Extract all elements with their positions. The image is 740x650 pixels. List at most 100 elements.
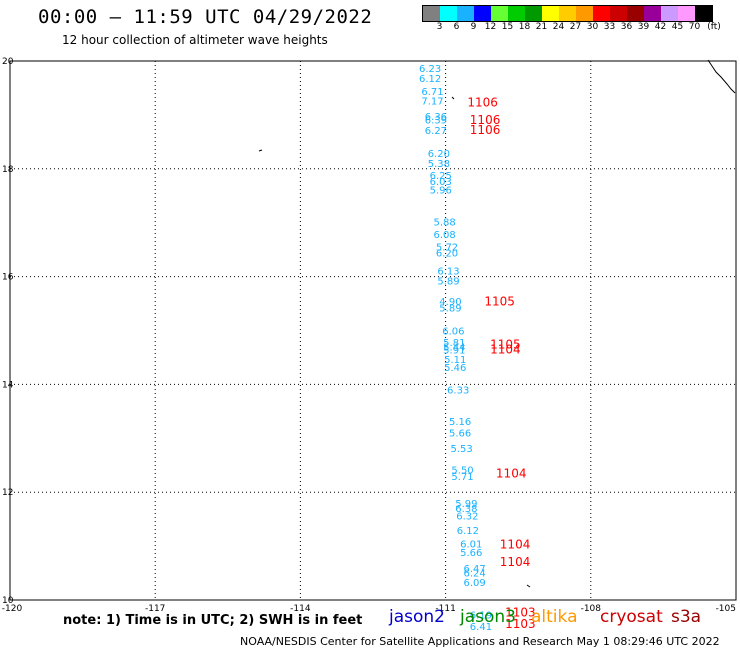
swh-value: 5.44 bbox=[443, 342, 465, 353]
color-swatch bbox=[610, 6, 627, 21]
color-swatch bbox=[474, 6, 491, 21]
color-swatch bbox=[695, 6, 712, 21]
color-swatch bbox=[576, 6, 593, 21]
swh-value: 4.90 bbox=[439, 297, 461, 308]
color-swatch-label: 27 bbox=[569, 22, 582, 32]
swh-value: 5.89 bbox=[437, 277, 459, 288]
swh-value: 6.06 bbox=[442, 326, 464, 337]
coastline-mainland bbox=[707, 59, 736, 94]
swh-value: 5.81 bbox=[443, 338, 465, 349]
swh-value: 5.71 bbox=[451, 472, 473, 483]
footer-credit: NOAA/NESDIS Center for Satellite Applica… bbox=[240, 635, 720, 648]
color-swatch bbox=[457, 6, 474, 21]
legend-item-jason2: jason2 bbox=[389, 607, 445, 627]
color-swatch bbox=[542, 6, 559, 21]
color-scale-bar bbox=[422, 5, 713, 22]
swh-values: 6.236.126.717.176.366.396.276.205.386.25… bbox=[419, 64, 492, 633]
swh-value: 6.39 bbox=[425, 116, 447, 127]
color-swatch-label: 3 bbox=[436, 22, 443, 32]
x-tick-label: -111 bbox=[435, 604, 455, 614]
island-marker bbox=[451, 96, 455, 100]
color-swatch-label: 6 bbox=[453, 22, 460, 32]
color-swatch bbox=[525, 6, 542, 21]
pressure-value: 1104 bbox=[496, 467, 527, 481]
swh-value: 6.20 bbox=[436, 249, 458, 260]
note-text: note: 1) Time is in UTC; 2) SWH is in fe… bbox=[63, 613, 363, 628]
swh-value: 5.96 bbox=[430, 186, 452, 197]
swh-value: 6.12 bbox=[419, 74, 441, 85]
swh-value: 6.03 bbox=[430, 177, 452, 188]
swh-value: 6.38 bbox=[455, 504, 477, 515]
pressure-value: 1104 bbox=[500, 555, 531, 569]
swh-value: 5.11 bbox=[444, 355, 466, 366]
swh-value: 6.23 bbox=[419, 64, 441, 75]
swh-value: 6.24 bbox=[464, 568, 486, 579]
swh-value: 5.66 bbox=[449, 429, 471, 440]
axis-ticks: -120 -117 -114 -111 -108 -105 10 12 14 16 18 20 bbox=[2, 57, 736, 614]
swh-value: 5.91 bbox=[443, 346, 465, 357]
x-tick-label: -105 bbox=[716, 604, 736, 614]
swh-value: 6.13 bbox=[437, 266, 459, 277]
pressure-values: 1106110611061105110511041104110411041103… bbox=[467, 95, 535, 631]
swh-value: 5.66 bbox=[460, 548, 482, 559]
color-swatch-label: 15 bbox=[501, 22, 514, 32]
grid-lines bbox=[10, 61, 736, 600]
color-swatch bbox=[661, 6, 678, 21]
swh-value: 6.20 bbox=[428, 149, 450, 160]
color-swatch-label: 42 bbox=[654, 22, 667, 32]
legend-item-jason3: jason3 bbox=[460, 607, 516, 627]
chart-subtitle: 12 hour collection of altimeter wave hei… bbox=[62, 33, 328, 47]
swh-value: 6.41 bbox=[470, 622, 492, 633]
chart-title: 00:00 – 11:59 UTC 04/29/2022 bbox=[38, 6, 373, 28]
color-swatch bbox=[627, 6, 644, 21]
pressure-value: 1106 bbox=[470, 113, 501, 127]
color-scale-unit: (ft) bbox=[707, 22, 721, 32]
swh-value: 6.12 bbox=[457, 526, 479, 537]
swh-value: 6.36 bbox=[425, 112, 447, 123]
island-marker bbox=[526, 584, 531, 588]
color-swatch-label: 30 bbox=[586, 22, 599, 32]
pressure-value: 1104 bbox=[490, 343, 521, 357]
swh-value: 7.17 bbox=[421, 97, 443, 108]
color-swatch bbox=[644, 6, 661, 21]
pressure-value: 1104 bbox=[500, 537, 531, 551]
legend-item-s3a: s3a bbox=[671, 607, 702, 627]
pressure-value: 1103 bbox=[505, 606, 536, 620]
x-tick-label: -120 bbox=[2, 604, 23, 614]
y-tick-label: 10 bbox=[2, 596, 14, 606]
y-tick-label: 14 bbox=[2, 380, 14, 390]
color-swatch-label: 9 bbox=[470, 22, 477, 32]
swh-value: 6.09 bbox=[464, 578, 486, 589]
swh-value: 5.88 bbox=[434, 217, 456, 228]
swh-value: 6.47 bbox=[464, 564, 486, 575]
pressure-value: 1106 bbox=[470, 123, 501, 137]
legend-item-altika: altika bbox=[531, 607, 578, 627]
color-swatch-label: 33 bbox=[603, 22, 616, 32]
color-swatch-label: 36 bbox=[620, 22, 633, 32]
y-tick-label: 18 bbox=[2, 165, 14, 175]
legend-item-cryosat: cryosat bbox=[600, 607, 663, 627]
island-marker bbox=[258, 149, 263, 152]
swh-value: 5.50 bbox=[451, 465, 473, 476]
swh-value: 5.99 bbox=[455, 499, 477, 510]
swh-value: 5.72 bbox=[436, 243, 458, 254]
color-swatch bbox=[678, 6, 695, 21]
color-swatch-label: 70 bbox=[688, 22, 701, 32]
color-swatch bbox=[440, 6, 457, 21]
color-swatch bbox=[491, 6, 508, 21]
color-swatch-label: 45 bbox=[671, 22, 684, 32]
color-swatch-label: 18 bbox=[518, 22, 531, 32]
x-tick-label: -117 bbox=[145, 604, 165, 614]
color-swatch bbox=[423, 6, 440, 21]
pressure-value: 1103 bbox=[505, 617, 536, 631]
pressure-value: 1105 bbox=[490, 337, 521, 351]
y-tick-label: 20 bbox=[2, 57, 14, 67]
pressure-value: 1105 bbox=[484, 295, 515, 309]
color-swatch-label: 39 bbox=[637, 22, 650, 32]
color-swatch bbox=[559, 6, 576, 21]
color-swatch-label: 12 bbox=[484, 22, 497, 32]
swh-value: 5.46 bbox=[444, 363, 466, 374]
swh-value: 6.27 bbox=[425, 126, 447, 137]
color-swatch-label: 24 bbox=[552, 22, 565, 32]
swh-value: 6.19 bbox=[470, 610, 492, 621]
